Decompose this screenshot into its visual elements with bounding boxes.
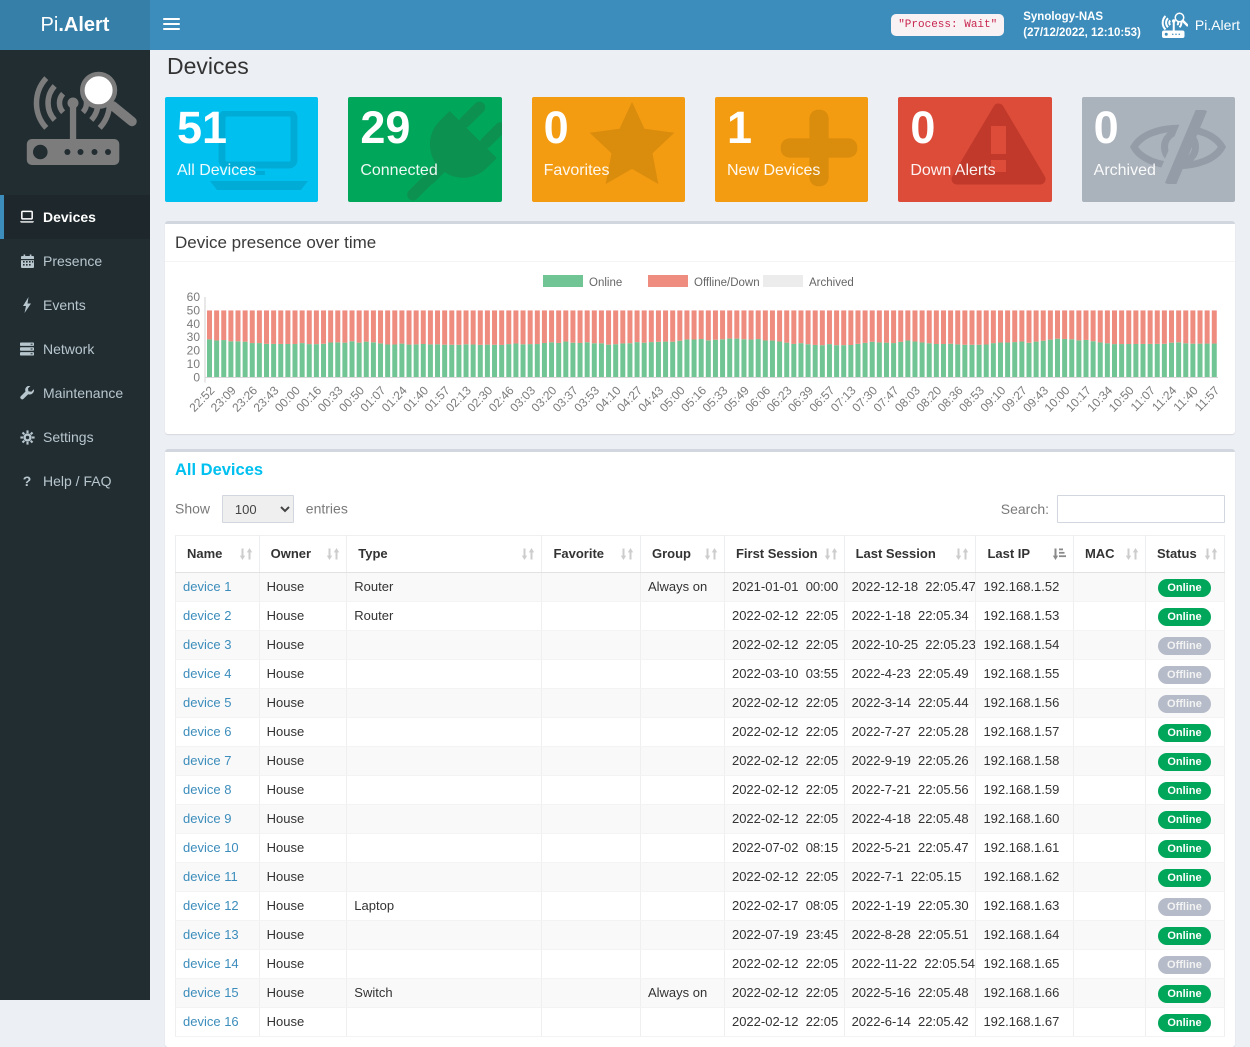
svg-text:60: 60 [187, 290, 201, 304]
svg-text:Offline/Down: Offline/Down [694, 277, 760, 289]
svg-text:Archived: Archived [809, 277, 854, 289]
svg-text:50: 50 [187, 303, 201, 317]
svg-text:Online: Online [589, 277, 622, 289]
svg-text:20: 20 [187, 344, 201, 358]
svg-text:10: 10 [187, 357, 201, 371]
svg-text:30: 30 [187, 330, 201, 344]
svg-text:40: 40 [187, 317, 201, 331]
svg-text:11:57: 11:57 [1192, 383, 1223, 414]
svg-text:0: 0 [193, 371, 200, 385]
